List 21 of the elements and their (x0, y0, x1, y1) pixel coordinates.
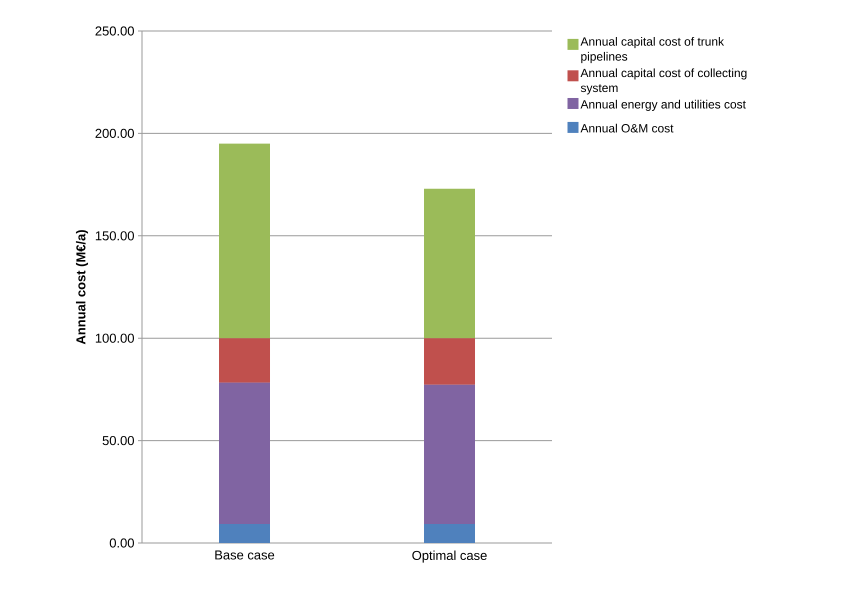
y-tick-label: 50.00 (102, 436, 134, 446)
y-tick-label: 0.00 (110, 538, 134, 548)
legend-label: Annual capital cost of trunk pipelines (580, 36, 724, 64)
bar (424, 524, 476, 543)
bar (219, 524, 270, 543)
legend-label: Annual energy and utilities cost (580, 100, 746, 111)
bar (424, 384, 476, 524)
bar (424, 188, 476, 338)
y-axis-title: Annual cost (M€/a) (76, 230, 88, 344)
x-tick-label: Optimal case (412, 550, 487, 563)
legend-label: Annual capital cost of collecting system (580, 68, 746, 94)
bar (424, 338, 476, 385)
bar (219, 382, 270, 524)
y-tick-label: 100.00 (96, 334, 134, 343)
legend-label: Annual O&M cost (580, 124, 674, 133)
y-tick-label: 200.00 (96, 128, 134, 138)
y-tick-label: 250.00 (96, 26, 134, 36)
x-tick-label: Base case (215, 550, 274, 560)
bar (219, 144, 270, 338)
y-tick-label: 150.00 (96, 231, 134, 240)
bar (219, 338, 270, 383)
